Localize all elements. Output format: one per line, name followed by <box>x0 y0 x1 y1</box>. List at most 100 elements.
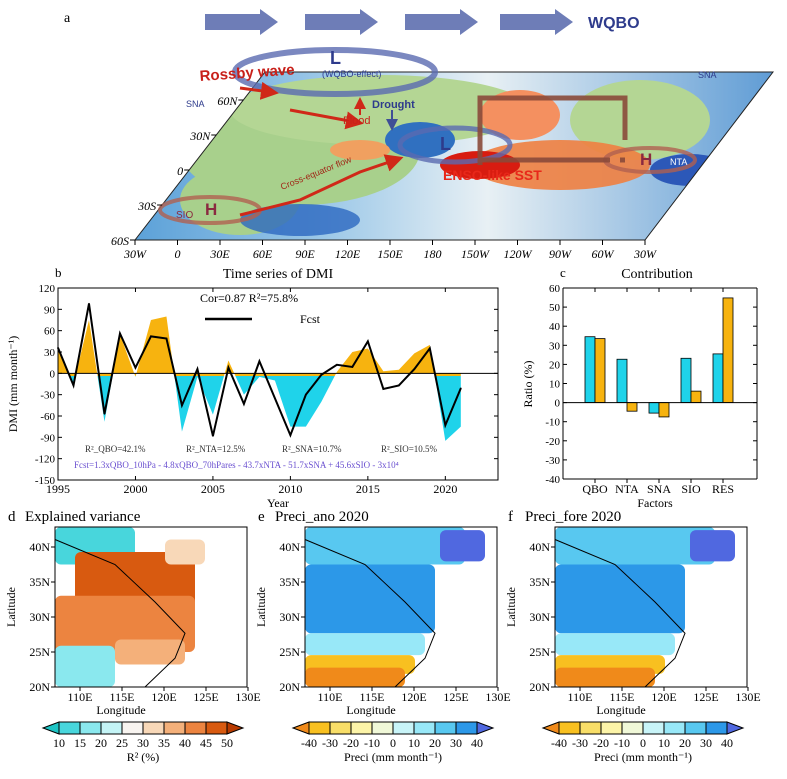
bar-res <box>722 297 734 404</box>
bars <box>584 297 734 418</box>
fcst-point <box>196 368 199 370</box>
lat-tick-label: 60N <box>217 94 238 108</box>
lon-tick-label: 115E <box>360 690 385 704</box>
colorbar-bin <box>205 721 228 735</box>
x-tick-label: 2010 <box>278 482 302 496</box>
lon-tick-label: 60E <box>253 247 273 261</box>
colorbar: -40 -30 -20 -10 0 10 20 30 40 Preci (mm month⁻¹) <box>541 721 745 764</box>
colorbar-max-triangle <box>476 721 495 735</box>
fcst-point <box>57 346 59 349</box>
y-tick-label: 60 <box>549 283 561 295</box>
wind-arrow <box>205 9 278 35</box>
fcst-point <box>212 435 214 437</box>
y-tick-label: -60 <box>40 411 55 423</box>
y-tick-label: -30 <box>40 390 55 402</box>
panel-letter: a <box>64 11 71 26</box>
colorbar-min-triangle <box>41 721 60 735</box>
colorbar-min-triangle <box>291 721 310 735</box>
wqbo-arrows <box>205 9 573 35</box>
panel-letter: c <box>560 265 566 280</box>
panel-c: c Contribution QBO NTA SNA SIO RES 60 50 40 30 20… <box>521 265 758 510</box>
colorbar-tick-label: 40 <box>721 736 733 750</box>
cross-equator-flow-arrow <box>239 154 404 217</box>
low-pressure-circulation <box>232 47 438 97</box>
x-axis-label: Longitude <box>96 703 145 717</box>
x-axis-label: Year <box>267 496 289 510</box>
observed-area <box>58 316 461 441</box>
y-axis-label: Ratio (%) <box>521 361 535 408</box>
y-tick-label: 10 <box>549 379 561 391</box>
map-title: Preci_fore 2020 <box>525 509 621 525</box>
y-tick-label: 50 <box>549 302 561 314</box>
map-frame <box>304 526 498 688</box>
map-panel-f: f Preci_fore 2020 110E 115E 120E 125E 130E 40N 3… <box>504 509 761 764</box>
plot-frame <box>57 287 499 481</box>
colorbar-bin <box>663 721 686 735</box>
colorbar-bin <box>434 721 457 735</box>
lon-tick-label: 130E <box>485 690 510 704</box>
colorbar-tick-label: -30 <box>322 736 338 750</box>
fcst-point <box>289 434 292 437</box>
fcst-point <box>243 403 245 405</box>
bar-sio <box>690 390 702 404</box>
fcst-point <box>336 364 338 366</box>
map-shading <box>690 530 735 562</box>
chart-title: Contribution <box>621 267 693 282</box>
y-tick-label: -120 <box>35 454 56 466</box>
fcst-point <box>444 424 447 427</box>
lat-tick-label: 35N <box>529 575 550 589</box>
map-shading <box>115 639 185 665</box>
lat-tick-label: 30N <box>279 610 300 624</box>
y-tick-label: -10 <box>545 417 560 429</box>
high-label: H <box>640 150 652 169</box>
colorbar-bin <box>684 721 707 735</box>
fcst-point <box>320 373 323 376</box>
colorbar-bin <box>142 721 165 735</box>
colorbar-bin <box>621 721 644 735</box>
colorbar-bin <box>392 721 415 735</box>
fcst-point <box>351 366 354 368</box>
fcst-point <box>460 387 462 390</box>
lon-tick-label: 30W <box>123 247 147 261</box>
bar-sna <box>648 402 660 414</box>
map-shading <box>440 530 485 562</box>
fcst-point <box>367 340 369 343</box>
colorbar-tick-label: 10 <box>53 736 65 750</box>
x-tick-label: 2000 <box>123 482 147 496</box>
x-tick-label: SIO <box>681 482 701 496</box>
y-tick-label: 20 <box>549 359 561 371</box>
negative-area <box>70 376 461 441</box>
map-frame <box>54 526 248 688</box>
colorbar-bin <box>600 721 623 735</box>
panel-letter: b <box>55 265 62 280</box>
lon-tick-label: 120E <box>401 690 426 704</box>
fcst-point <box>413 368 416 370</box>
colorbar-bin <box>413 721 436 735</box>
fcst-point <box>382 388 385 390</box>
colorbar-bin <box>58 721 81 735</box>
colorbar-tick-label: -10 <box>614 736 630 750</box>
fcst-point <box>305 393 307 396</box>
rossby-wave-label: Rossby wave <box>199 61 295 85</box>
map-shading <box>55 645 115 687</box>
colorbar-tick-label: -10 <box>364 736 380 750</box>
colorbar-tick-label: -40 <box>301 736 317 750</box>
map-shading <box>305 564 435 634</box>
low-label: L <box>440 134 451 154</box>
lat-tick-label: 25N <box>529 645 550 659</box>
x-tick-label: 2015 <box>356 482 380 496</box>
colorbar-label: Preci (mm month⁻¹) <box>594 750 692 764</box>
fcst-point <box>181 404 183 407</box>
x-axis-label: Longitude <box>346 703 395 717</box>
r2-sio: R²_SIO=10.5% <box>381 444 438 454</box>
map-shading <box>305 527 465 565</box>
fcst-point <box>227 366 230 369</box>
y-tick-label: -40 <box>545 474 560 486</box>
colorbar: -40 -30 -20 -10 0 10 20 30 40 Preci (mm month⁻¹) <box>291 721 495 764</box>
colorbar-tick-label: -20 <box>593 736 609 750</box>
panel-b: b Time series of DMI 120 90 60 30 0 -30 -60 -90… <box>6 265 499 510</box>
lon-tick-label: 120E <box>151 690 176 704</box>
lat-tick-label: 25N <box>29 645 50 659</box>
